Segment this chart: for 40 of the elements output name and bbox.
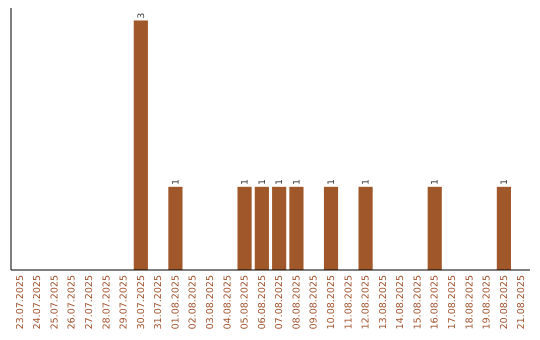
data-label: 1 [258,179,268,185]
x-tick-label: 28.07.2025 [101,275,112,330]
x-tick-label: 15.08.2025 [412,275,424,330]
data-label: 3 [136,12,147,18]
x-tick-label: 06.08.2025 [256,275,268,330]
data-label: 1 [292,179,302,185]
x-tick-label: 10.08.2025 [326,275,338,330]
data-label: 1 [430,179,441,185]
data-label: 1 [275,179,286,185]
x-tick-label: 25.07.2025 [49,275,60,330]
x-tick-label: 13.08.2025 [378,275,389,330]
data-label: 1 [500,179,510,185]
x-tick-label: 12.08.2025 [360,275,372,330]
x-tick-label: 21.08.2025 [516,275,528,330]
x-tick-label: 14.08.2025 [395,275,406,330]
x-tick-label: 01.08.2025 [170,275,182,330]
x-tick-label: 24.07.2025 [32,275,44,330]
x-tick-label: 11.08.2025 [343,275,354,330]
data-label: 1 [362,179,372,185]
x-tick-label: 18.08.2025 [464,275,476,330]
x-tick-label: 26.07.2025 [66,275,78,330]
x-tick-label: 16.08.2025 [430,275,441,330]
x-tick-label: 17.08.2025 [447,275,458,330]
x-tick-label: 29.07.2025 [118,275,130,330]
x-tick-label: 09.08.2025 [308,275,320,330]
data-label: 1 [171,179,182,185]
x-tick-label: 27.07.2025 [84,275,95,330]
x-tick-label: 31.07.2025 [153,275,164,330]
x-tick-label: 02.08.2025 [188,275,199,330]
x-tick-label: 07.08.2025 [274,275,286,330]
x-tick-label: 19.08.2025 [482,275,493,330]
x-tick-label: 20.08.2025 [498,275,510,330]
x-tick-label: 08.08.2025 [291,275,302,330]
x-tick-label: 04.08.2025 [222,275,234,330]
x-tick-label: 05.08.2025 [240,275,251,330]
x-tick-label: 23.07.2025 [14,275,26,330]
data-label: 1 [327,179,338,185]
data-label: 1 [240,179,251,185]
x-tick-label: 03.08.2025 [204,275,216,330]
x-tick-label: 30.07.2025 [136,275,147,330]
